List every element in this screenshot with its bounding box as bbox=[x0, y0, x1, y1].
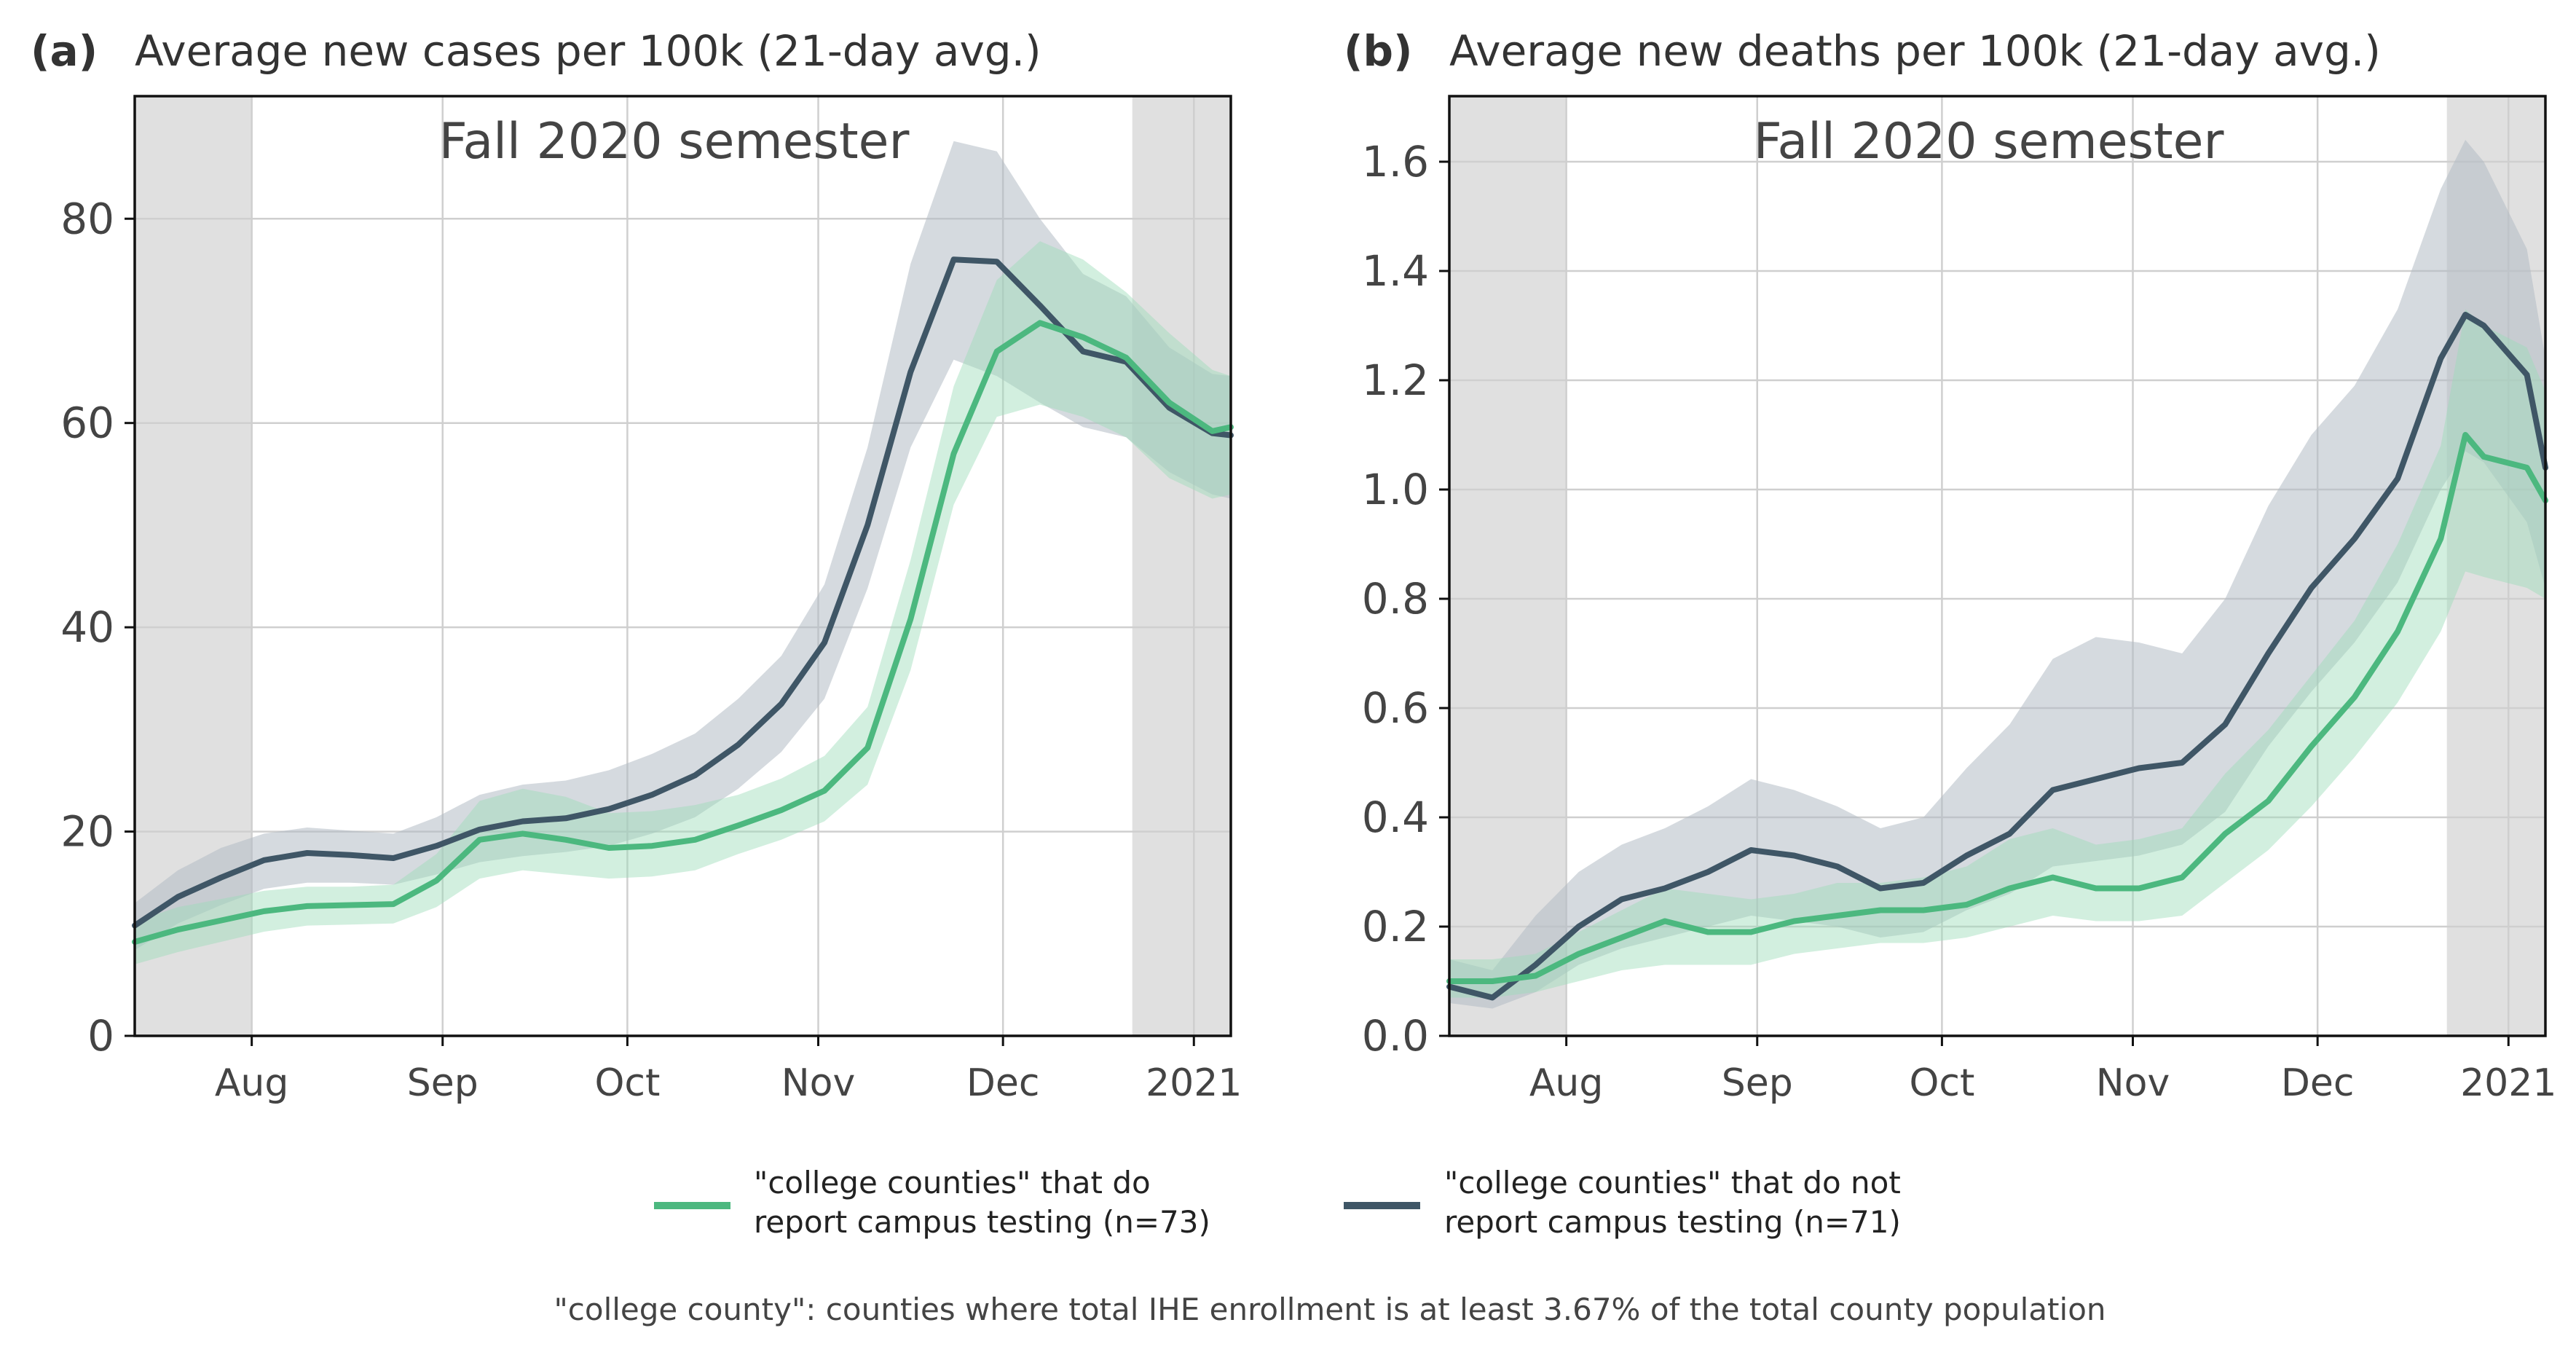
panel-a-x-ticks: Aug Sep Oct Nov Dec 2021 bbox=[215, 1036, 1242, 1105]
panel-b-chart: (b) Average new deaths per 100k (21-day … bbox=[1344, 26, 2556, 1105]
panel-a-xtick-label-1: Sep bbox=[407, 1061, 478, 1105]
panel-a-y-ticks: 0 20 40 60 80 bbox=[60, 194, 135, 1061]
footnote: "college county": counties where total I… bbox=[554, 1292, 2106, 1327]
panel-b-ytick-label-6: 1.2 bbox=[1362, 355, 1429, 405]
panel-a-ytick-label-0: 0 bbox=[87, 1011, 114, 1061]
panel-b-ytick-label-7: 1.4 bbox=[1362, 246, 1429, 296]
panel-a-frame bbox=[133, 95, 1232, 1037]
panel-a-xtick-label-0: Aug bbox=[215, 1061, 289, 1105]
panel-b-ytick-label-4: 0.8 bbox=[1362, 574, 1429, 624]
panel-a-shaded-period-1 bbox=[1132, 96, 1231, 1036]
panel-a-xtick-label-2: Oct bbox=[594, 1061, 660, 1105]
panel-a-semester-annotation: Fall 2020 semester bbox=[439, 113, 910, 170]
panel-a-band-tested bbox=[135, 241, 1231, 964]
panel-b-xtick-label-3: Nov bbox=[2096, 1061, 2170, 1105]
panel-b-xtick-label-2: Oct bbox=[1909, 1061, 1974, 1105]
panel-a-xtick-label-5: 2021 bbox=[1146, 1061, 1242, 1105]
panel-a-ytick-label-3: 60 bbox=[60, 398, 114, 448]
panel-b-lines bbox=[1446, 312, 2548, 1001]
panel-b-y-ticks: 0.0 0.2 0.4 0.6 0.8 1.0 1.2 1.4 1.6 bbox=[1362, 137, 1449, 1061]
panel-a-label: (a) bbox=[31, 26, 98, 76]
panel-b-ytick-label-3: 0.6 bbox=[1362, 683, 1429, 733]
panel-b-ytick-label-1: 0.2 bbox=[1362, 902, 1429, 951]
panel-b-ytick-label-2: 0.4 bbox=[1362, 793, 1429, 842]
panel-b-xtick-label-0: Aug bbox=[1529, 1061, 1604, 1105]
panel-b-semester-annotation: Fall 2020 semester bbox=[1754, 113, 2224, 170]
panel-a-line-untested bbox=[132, 256, 1234, 929]
panel-b-frame bbox=[1448, 95, 2547, 1037]
panel-b-ytick-label-8: 1.6 bbox=[1362, 137, 1429, 186]
panel-a-ytick-label-2: 40 bbox=[60, 602, 114, 652]
panel-a-confidence-bands bbox=[135, 141, 1231, 964]
panel-a-lines bbox=[132, 256, 1234, 945]
legend-label-tested-line1: "college counties" that do bbox=[754, 1165, 1151, 1200]
legend: "college counties" that do report campus… bbox=[654, 1165, 1901, 1240]
panel-b-x-ticks: Aug Sep Oct Nov Dec 2021 bbox=[1529, 1036, 2556, 1105]
legend-label-tested-line2: report campus testing (n=73) bbox=[754, 1204, 1210, 1240]
panel-b-line-untested bbox=[1446, 312, 2548, 1001]
panel-b-ytick-label-5: 1.0 bbox=[1362, 465, 1429, 514]
panel-b-ytick-label-0: 0.0 bbox=[1362, 1011, 1429, 1061]
panel-b-xtick-label-5: 2021 bbox=[2460, 1061, 2556, 1105]
panel-b-xtick-label-4: Dec bbox=[2281, 1061, 2355, 1105]
panel-b-xtick-label-1: Sep bbox=[1722, 1061, 1793, 1105]
legend-label-untested-line2: report campus testing (n=71) bbox=[1444, 1204, 1901, 1240]
panel-b-title: Average new deaths per 100k (21-day avg.… bbox=[1449, 26, 2381, 76]
panel-a-ytick-label-1: 20 bbox=[60, 807, 114, 857]
panel-a-title: Average new cases per 100k (21-day avg.) bbox=[135, 26, 1041, 76]
panel-a-xtick-label-4: Dec bbox=[966, 1061, 1040, 1105]
panel-b-line-tested bbox=[1446, 432, 2548, 984]
panel-a-shaded-periods bbox=[135, 96, 1231, 1036]
panel-b-shaded-period-0 bbox=[1449, 96, 1567, 1036]
panel-b-shaded-periods bbox=[1449, 96, 2545, 1036]
legend-label-untested-line1: "college counties" that do not bbox=[1444, 1165, 1901, 1200]
panel-a-band-untested bbox=[135, 141, 1231, 951]
panel-b-band-tested bbox=[1449, 309, 2545, 998]
panel-a-xtick-label-3: Nov bbox=[781, 1061, 856, 1105]
panel-b-label: (b) bbox=[1344, 26, 1413, 76]
panel-a-chart: (a) Average new cases per 100k (21-day a… bbox=[31, 26, 1242, 1105]
panel-a-ytick-label-4: 80 bbox=[60, 194, 114, 243]
panel-a-line-tested bbox=[132, 320, 1234, 945]
